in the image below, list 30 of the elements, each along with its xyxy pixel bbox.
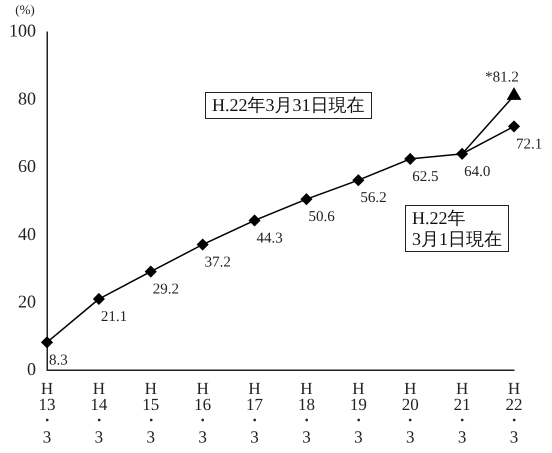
y-tick-label: 40 (18, 224, 36, 244)
data-label: 56.2 (360, 190, 387, 206)
annotation: H.22年3月31日現在 (205, 92, 372, 119)
x-tick-label: H 19 ・ 3 (350, 378, 367, 446)
x-tick-label: H 13 ・ 3 (38, 378, 56, 446)
data-label: 50.6 (308, 209, 336, 226)
x-tick-label: H 20 ・ 3 (402, 378, 419, 446)
data-label: 44.3 (256, 230, 283, 246)
annotation: H.22年 3月1日現在 (405, 205, 509, 252)
x-tick-label: H 18 ・ 3 (298, 378, 315, 446)
y-tick-label: 0 (27, 359, 36, 380)
data-label: 37.2 (204, 254, 231, 271)
data-label: 8.3 (49, 352, 68, 368)
x-tick-label: H 17 ・ 3 (246, 378, 264, 446)
x-tick-label: H 16 ・ 3 (194, 378, 212, 446)
data-label: 29.2 (152, 282, 180, 298)
y-axis-title: (%) (15, 2, 35, 17)
y-tick-label: 60 (18, 156, 36, 176)
x-tick-label: H 14 ・ 3 (90, 378, 108, 446)
x-tick-label: H 15 ・ 3 (142, 378, 160, 446)
data-label: 64.0 (464, 164, 490, 180)
data-label: *81.2 (485, 70, 519, 86)
y-tick-label: 100 (9, 20, 36, 41)
data-label: 62.5 (412, 168, 438, 185)
y-tick-label: 80 (18, 88, 36, 108)
x-tick-label: H 21 ・ 3 (454, 378, 471, 446)
y-tick-label: 20 (18, 291, 36, 312)
x-tick-label: H 22 ・ 3 (506, 378, 522, 446)
data-label: 21.1 (100, 309, 128, 325)
data-label: 72.1 (516, 136, 542, 152)
